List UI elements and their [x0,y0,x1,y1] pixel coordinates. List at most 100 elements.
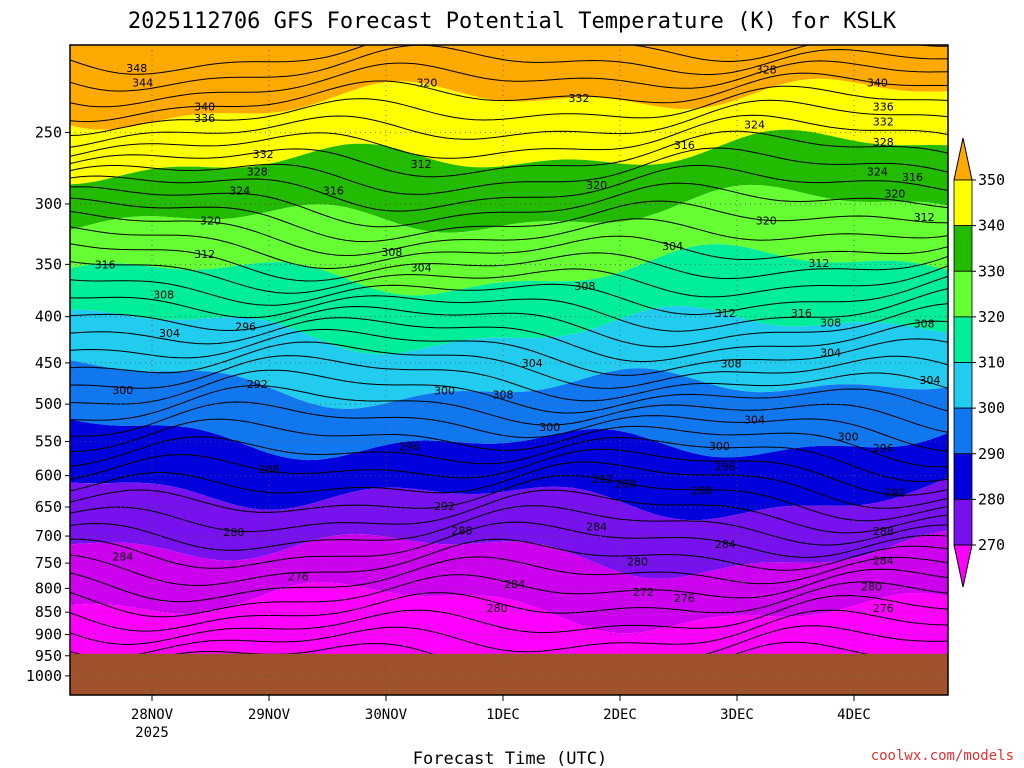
isentrope-line [70,594,948,646]
contour-label: 320 [200,215,221,228]
colorbar-segment [953,225,973,272]
contour-label: 308 [914,318,935,331]
isentrope-line [70,355,948,402]
colorbar-segment [953,179,973,227]
contour-label: 296 [873,442,894,455]
isentrope-line [70,418,948,468]
contour-label: 316 [902,171,923,184]
contour-label: 292 [434,500,455,513]
contour-label: 304 [522,357,543,370]
contour-label: 332 [873,115,894,128]
contour-label: 284 [715,538,736,551]
x-tick-label: 30NOV [365,707,408,723]
temperature-band [70,477,948,579]
isentrope-line [70,556,948,603]
contour-label: 312 [808,257,829,270]
isentrope-line [70,275,948,316]
x-tick-label: 2DEC [603,707,637,723]
colorbar-label: 290 [978,445,1005,463]
contour-label: 336 [194,112,215,125]
y-axis: 250 300 350 400 450 500 550 600 650 700 750 800 850 9… [26,123,70,685]
isentrope-line [70,130,948,178]
y-tick-label: 400 [35,308,62,326]
contour-label: 288 [259,463,280,476]
isentrope-line [70,489,948,534]
contour-label: 280 [487,602,508,615]
contour-label: 320 [586,179,607,192]
temperature-band [70,78,948,185]
y-tick-label: 450 [35,354,62,372]
isentrope-line [70,85,948,136]
contour-label: 320 [416,76,437,89]
isentrope-line [70,341,948,389]
y-tick-label: 500 [35,395,62,413]
colorbar-label: 310 [978,354,1005,372]
x-tick-label: 28NOV [131,707,174,723]
contour-label: 292 [592,473,613,486]
contour-label: 324 [229,185,250,198]
isentrope-line [70,72,948,123]
colorbar-label: 280 [978,490,1005,508]
site-credit: coolwx.com/models [871,748,1014,764]
isentrope-line [70,317,948,363]
contour-label: 280 [627,556,648,569]
contour-label: 276 [674,592,695,605]
y-tick-label: 250 [35,123,62,141]
isentrope-line [70,243,948,282]
contour-labels: 3483443403363323283243203163123083043002… [95,62,941,615]
contour-label: 308 [493,389,514,402]
isentrope-line [70,475,948,522]
y-tick-label: 800 [35,579,62,597]
x-tick-label: 4DEC [837,707,871,723]
y-tick-label: 300 [35,195,62,213]
temperature-band [70,419,948,521]
x-tick-label: 29NOV [248,707,291,723]
y-tick-label: 700 [35,527,62,545]
contour-label: 328 [247,165,268,178]
x-tick-label: 3DEC [720,707,754,723]
contour-label: 300 [539,421,560,434]
contour-label: 320 [884,187,905,200]
contour-label: 304 [920,374,941,387]
contour-label: 296 [399,440,420,453]
colorbar-label: 330 [978,262,1005,280]
contour-label: 348 [126,62,147,75]
colorbar-segment [953,270,973,318]
y-tick-label: 950 [35,647,62,665]
terrain-ground [70,653,948,695]
y-tick-label: 750 [35,554,62,572]
contour-label: 284 [586,520,607,533]
contour-label: 304 [662,240,683,253]
colorbar-bottom-arrow [953,544,973,588]
isentrope-line [70,99,948,148]
contour-label: 284 [873,554,894,567]
contour-label: 308 [153,289,174,302]
x-axis-label: Forecast Time (UTC) [413,749,607,768]
contour-label: 312 [914,211,935,224]
isentrope-line [70,303,948,348]
colorbar-segment [953,498,973,546]
temperature-band [70,244,948,355]
colorbar-segment [953,407,973,455]
contour-label: 276 [873,602,894,615]
colorbar-label: 320 [978,308,1005,326]
isentrope-line [70,288,948,332]
contour-label: 332 [253,148,274,161]
contour-label: 324 [744,119,765,132]
colorbar-label: 340 [978,217,1005,235]
isentrope-line [70,521,948,569]
contour-label: 336 [873,101,894,114]
y-tick-label: 1000 [26,667,62,685]
contour-label: 316 [95,258,116,271]
grid-lines [70,45,948,695]
isentrope-line [70,114,948,159]
contour-label: 308 [574,280,595,293]
contour-label: 296 [715,460,736,473]
colorbar-label: 270 [978,536,1005,554]
isentrope-line [70,328,948,376]
contour-label: 304 [411,262,432,275]
colorbar-segment [953,316,973,363]
isentrope-line [70,226,948,270]
contour-label: 272 [633,586,654,599]
